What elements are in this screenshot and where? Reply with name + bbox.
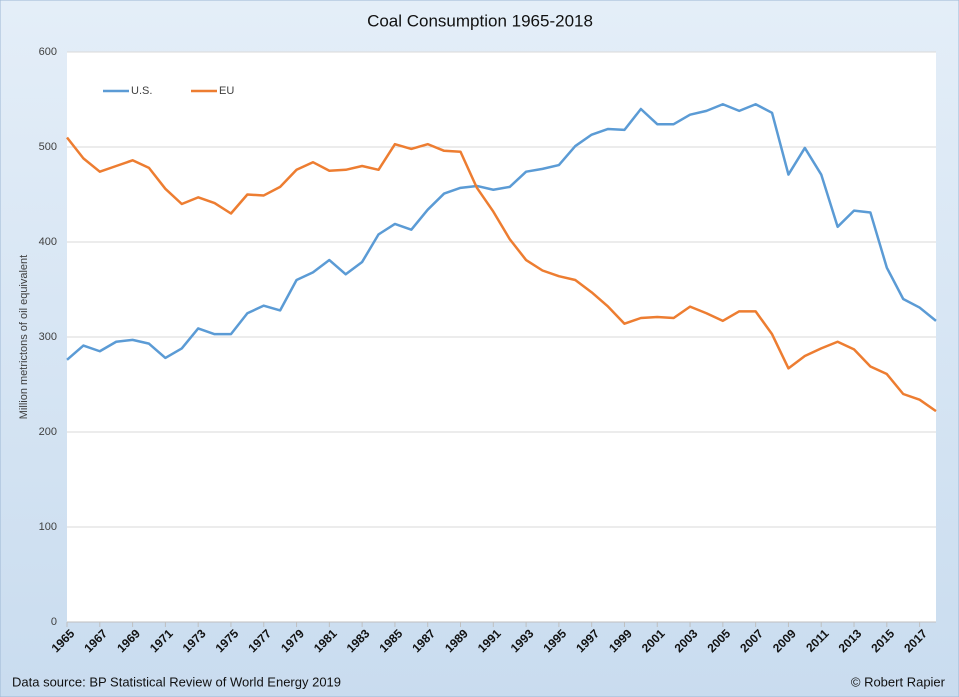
y-tick-label: 600 [39,46,57,58]
series-line [66,103,937,361]
source-note: Data source: BP Statistical Review of Wo… [12,674,341,689]
y-tick-label: 300 [39,331,57,343]
y-tick-label: 500 [39,141,57,153]
y-tick-label: 100 [39,521,57,533]
y-tick-label: 400 [39,236,57,248]
legend-label: EU [219,85,234,97]
legend-label: U.S. [131,85,152,97]
chart-title: Coal Consumption 1965-2018 [367,11,593,30]
y-axis-label: Million metrictons of oil equivalent [18,255,30,419]
series-line [66,136,937,413]
credit: © Robert Rapier [851,674,946,689]
y-tick-label: 0 [51,616,57,628]
y-tick-label: 200 [39,426,57,438]
